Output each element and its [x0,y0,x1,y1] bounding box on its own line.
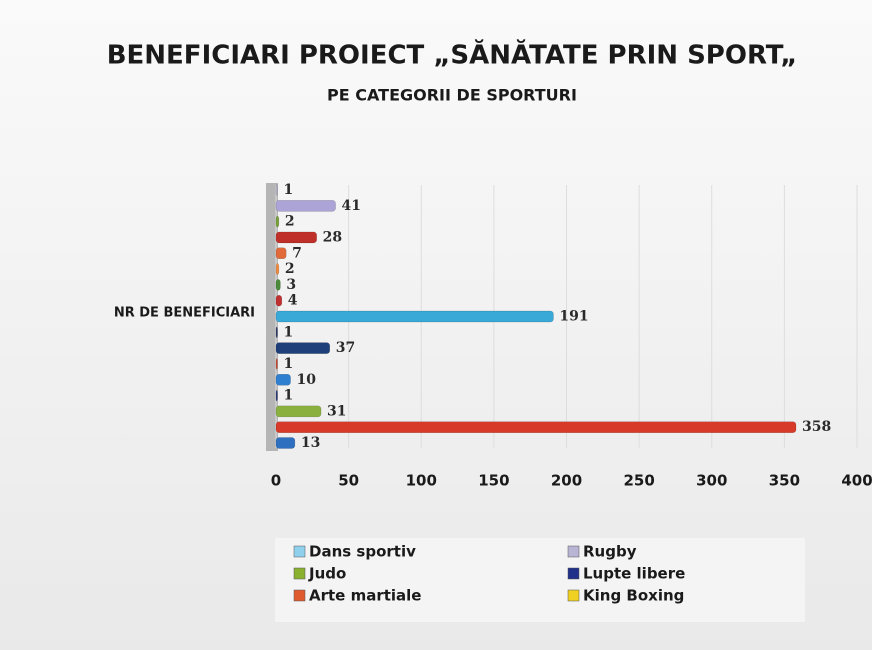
data-label: 3 [286,277,296,293]
data-label: 7 [292,245,302,261]
bar [275,389,278,402]
bar [275,405,322,418]
legend-swatch [293,589,306,602]
data-label: 1 [283,182,293,198]
legend-label: Lupte libere [583,565,685,583]
data-label: 13 [301,435,320,451]
data-label: 191 [559,309,588,325]
bar [275,437,296,449]
legend-label: Arte martiale [309,587,421,605]
x-tick-label: 50 [338,472,359,490]
bar [275,310,554,323]
bar [275,215,280,228]
legend-swatch [567,589,580,602]
bar [275,263,280,275]
data-label: 31 [327,403,346,419]
legend-swatch [293,545,306,558]
data-label: 41 [342,198,361,214]
x-tick-label: 100 [406,472,437,490]
y-tick-label: NR DE BENEFICIARI [114,306,255,321]
bar [275,247,287,259]
legend-label: Dans sportiv [309,543,416,561]
chart-subtitle: PE CATEGORII DE SPORTURI [327,86,577,105]
bar [275,231,317,244]
bar [275,200,336,212]
data-label: 10 [297,372,317,388]
data-label: 37 [336,340,355,356]
x-tick-label: 300 [696,472,727,490]
legend-swatch [293,567,306,580]
bar [275,374,291,386]
legend-swatch [567,545,580,558]
x-tick-label: 200 [551,472,582,490]
legend-label: Judo [308,565,346,583]
bar [275,342,330,354]
x-tick-label: 250 [623,472,654,490]
data-label: 1 [283,356,293,372]
legend-swatch [567,567,580,580]
data-label: 28 [323,229,342,245]
bar [275,421,797,433]
x-tick-label: 150 [478,472,509,490]
data-label: 1 [283,388,293,404]
legend-label: King Boxing [583,587,684,605]
data-label: 4 [288,293,298,309]
bar [275,294,283,307]
chart-title: BENEFICIARI PROIECT „SĂNĂTATE PRIN SPORT… [107,39,798,71]
legend-label: Rugby [583,543,637,561]
bar [275,279,281,291]
bar [275,184,278,196]
bar [275,326,278,339]
data-label: 358 [802,419,831,435]
legend-box [275,538,805,622]
x-tick-label: 350 [769,472,800,490]
data-label: 2 [285,214,295,230]
x-tick-label: 400 [841,472,872,490]
data-label: 1 [283,324,293,340]
data-label: 2 [285,261,295,277]
x-tick-label: 0 [271,472,281,490]
axis-wall [266,183,278,451]
bar [275,358,278,370]
